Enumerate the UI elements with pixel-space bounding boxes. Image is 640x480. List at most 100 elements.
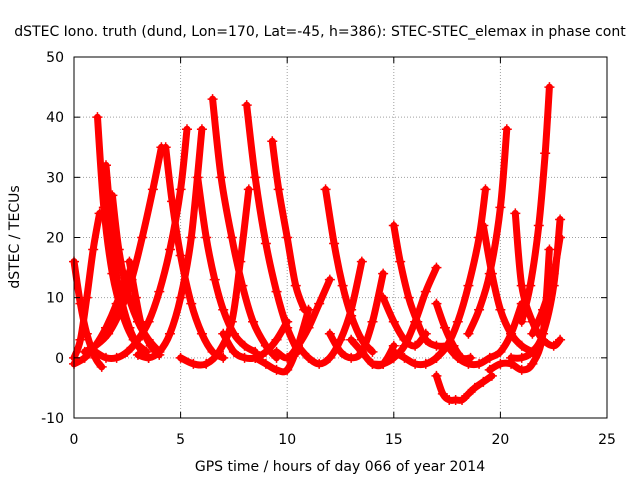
data-point-marker (235, 256, 246, 267)
data-point-marker (431, 370, 442, 381)
data-point-marker (346, 352, 357, 363)
data-point-marker (160, 142, 171, 153)
data-point-marker (243, 184, 254, 195)
data-point-marker (378, 268, 389, 279)
y-axis-label: dSTEC / TECUs (7, 185, 23, 288)
data-point-marker (410, 316, 421, 327)
data-point-marker (113, 244, 124, 255)
data-point-marker (92, 112, 103, 123)
x-axis-label: GPS time / hours of day 066 of year 2014 (195, 459, 485, 475)
data-point-marker (501, 124, 512, 135)
data-point-marker (335, 334, 346, 345)
data-point-marker (147, 184, 158, 195)
data-point-marker (538, 304, 549, 315)
data-point-marker (186, 298, 197, 309)
data-point-marker (378, 292, 389, 303)
data-point-marker (100, 352, 111, 363)
data-point-marker (164, 244, 175, 255)
data-point-marker (516, 280, 527, 291)
data-point-marker (218, 352, 229, 363)
data-point-marker (207, 94, 218, 105)
y-tick-label: 30 (46, 170, 64, 186)
x-tick-label: 10 (278, 432, 296, 448)
data-point-marker (188, 358, 199, 369)
data-point-marker (175, 352, 186, 363)
data-point-marker (527, 358, 538, 369)
data-point-marker (303, 322, 314, 333)
data-point-marker (431, 340, 442, 351)
data-point-marker (122, 346, 133, 357)
data-point-marker (324, 274, 335, 285)
data-point-marker (324, 328, 335, 339)
data-point-marker (525, 280, 536, 291)
data-point-marker (209, 274, 220, 285)
data-point-marker (399, 340, 410, 351)
data-series-line (326, 270, 387, 362)
data-point-marker (367, 316, 378, 327)
data-point-marker (388, 220, 399, 231)
data-series-line (528, 234, 564, 338)
data-point-marker (320, 184, 331, 195)
data-point-marker (516, 316, 527, 327)
y-tick-label: 20 (46, 231, 64, 247)
data-point-marker (154, 346, 165, 357)
data-point-marker (335, 346, 346, 357)
axis-ticks: 0 5 10 15 20 25 -10 0 10 20 30 40 50 (41, 50, 616, 448)
data-point-marker (218, 328, 229, 339)
data-point-marker (260, 358, 271, 369)
data-point-marker (495, 358, 506, 369)
data-point-marker (437, 388, 448, 399)
data-point-marker (495, 304, 506, 315)
x-tick-label: 20 (491, 432, 509, 448)
data-point-marker (463, 358, 474, 369)
data-point-marker (192, 172, 203, 183)
data-point-marker (132, 334, 143, 345)
data-point-marker (213, 346, 224, 357)
data-point-marker (111, 352, 122, 363)
chart-title: dSTEC Iono. truth (dund, Lon=170, Lat=-4… (14, 24, 626, 40)
data-point-marker (463, 328, 474, 339)
data-point-marker (107, 190, 118, 201)
data-point-marker (484, 352, 495, 363)
data-point-marker (516, 340, 527, 351)
data-point-marker (303, 304, 314, 315)
data-point-marker (431, 262, 442, 273)
x-tick-label: 25 (598, 432, 616, 448)
data-point-marker (356, 346, 367, 357)
data-point-marker (388, 316, 399, 327)
data-series-line (81, 143, 165, 356)
data-point-marker (175, 292, 186, 303)
data-point-marker (248, 316, 259, 327)
y-tick-label: 50 (46, 50, 64, 66)
data-point-marker (164, 328, 175, 339)
data-point-marker (474, 358, 485, 369)
data-point-marker (241, 100, 252, 111)
data-point-marker (124, 322, 135, 333)
data-point-marker (442, 340, 453, 351)
data-point-marker (81, 292, 92, 303)
data-point-marker (75, 334, 86, 345)
data-point-marker (516, 352, 527, 363)
data-point-marker (510, 208, 521, 219)
data-point-marker (132, 349, 143, 360)
data-point-marker (201, 358, 212, 369)
data-point-marker (239, 340, 250, 351)
data-point-marker (130, 292, 141, 303)
data-point-marker (271, 364, 282, 375)
data-point-marker (137, 232, 148, 243)
data-point-marker (486, 268, 497, 279)
data-point-marker (548, 268, 559, 279)
data-point-marker (480, 184, 491, 195)
data-point-marker (527, 346, 538, 357)
data-point-marker (96, 361, 107, 372)
data-point-marker (527, 328, 538, 339)
data-point-marker (431, 298, 442, 309)
data-point-marker (544, 244, 555, 255)
data-point-marker (452, 316, 463, 327)
data-point-marker (410, 340, 421, 351)
data-point-marker (88, 244, 99, 255)
data-point-marker (314, 298, 325, 309)
data-point-marker (356, 256, 367, 267)
data-point-marker (516, 364, 527, 375)
data-point-marker (420, 358, 431, 369)
